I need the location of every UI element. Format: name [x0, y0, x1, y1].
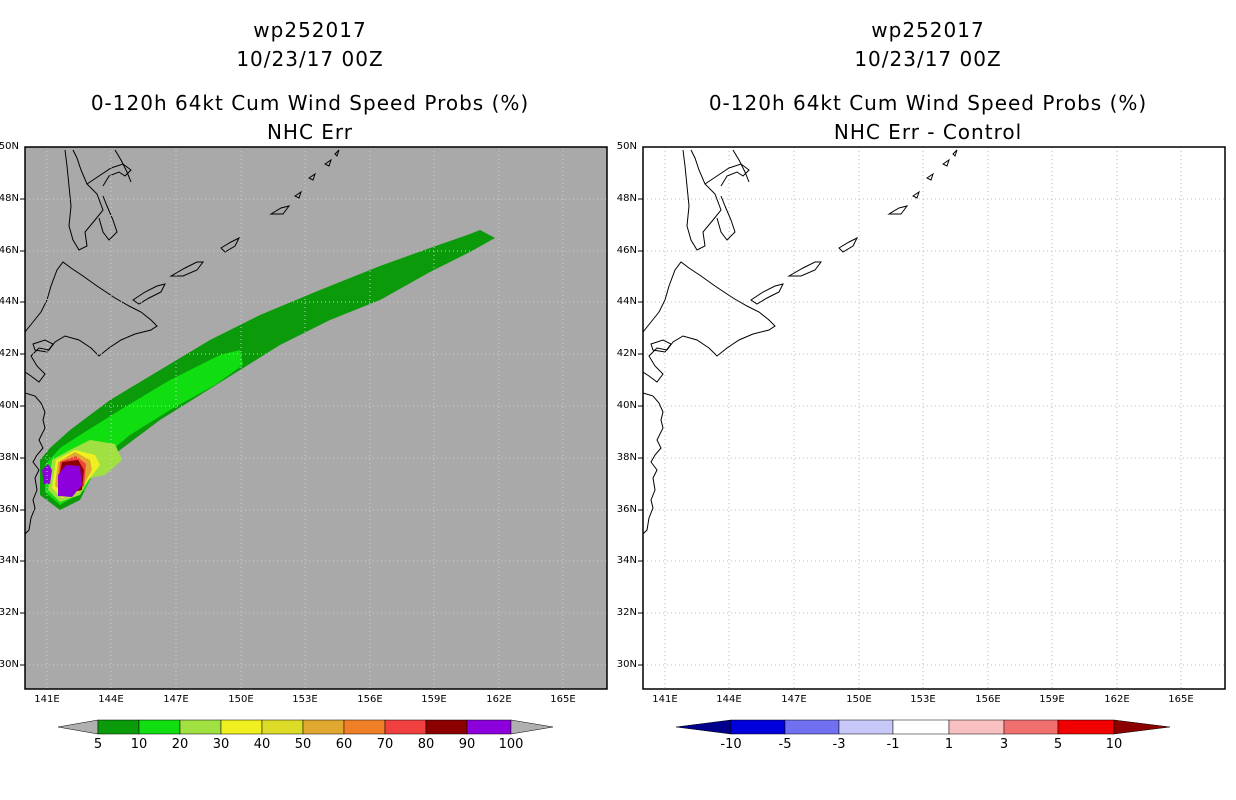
- right-colorbar-swatch: [948, 719, 1005, 735]
- left-colorbar-swatch: [138, 719, 181, 735]
- lon-label: 144E: [98, 694, 124, 705]
- left-colorbar-swatch: [384, 719, 427, 735]
- right-colorbar-label: 1: [944, 737, 954, 752]
- right-colorbar-label: 3: [999, 737, 1009, 752]
- left-title-storm-id: wp252017: [253, 18, 367, 42]
- lon-label: 153E: [292, 694, 318, 705]
- left-colorbar-label: 70: [376, 737, 394, 752]
- left-colorbar-label: 20: [171, 737, 189, 752]
- lon-label: 147E: [163, 694, 189, 705]
- left-colorbar-swatch: [179, 719, 222, 735]
- right-colorbar-label: 10: [1105, 737, 1123, 752]
- lon-label: 150E: [228, 694, 254, 705]
- left-colorbar-label: 80: [417, 737, 435, 752]
- lon-label: 147E: [781, 694, 807, 705]
- lat-label: 30N: [0, 659, 19, 670]
- right-colorbar-swatch: [838, 719, 894, 735]
- lon-label: 162E: [1104, 694, 1130, 705]
- lat-label: 48N: [0, 193, 19, 204]
- lon-label: 141E: [34, 694, 60, 705]
- lat-label: 46N: [0, 245, 19, 256]
- lon-label: 156E: [975, 694, 1001, 705]
- lat-label: 42N: [0, 348, 19, 359]
- lat-label: 32N: [0, 607, 19, 618]
- lon-label: 159E: [421, 694, 447, 705]
- lat-label: 46N: [616, 245, 637, 256]
- left-colorbar-label: 10: [130, 737, 148, 752]
- right-map-background: [643, 147, 1225, 689]
- right-colorbar-label: -3: [832, 737, 846, 752]
- lon-label: 150E: [846, 694, 872, 705]
- right-colorbar-swatch: [730, 719, 786, 735]
- lat-label: 50N: [0, 141, 19, 152]
- lat-label: 38N: [0, 452, 19, 463]
- left-colorbar-swatch: [220, 719, 263, 735]
- right-title-subtitle: NHC Err - Control: [833, 120, 1023, 144]
- left-colorbar-label: 30: [212, 737, 230, 752]
- left-colorbar-swatch: [97, 719, 140, 735]
- lat-label: 44N: [616, 296, 637, 307]
- left-colorbar-swatch: [302, 719, 345, 735]
- left-colorbar-label: 5: [93, 737, 103, 752]
- left-colorbar-label: 60: [335, 737, 353, 752]
- lat-label: 40N: [616, 400, 637, 411]
- lon-label: 156E: [357, 694, 383, 705]
- lat-label: 44N: [0, 296, 19, 307]
- left-colorbar-high-arrow: [510, 719, 554, 735]
- right-colorbar-swatch: [1003, 719, 1059, 735]
- right-colorbar-swatch: [1057, 719, 1115, 735]
- right-map-frame: [642, 146, 1226, 690]
- lat-label: 42N: [616, 348, 637, 359]
- right-colorbar-swatch: [892, 719, 950, 735]
- right-title-storm-id: wp252017: [871, 18, 985, 42]
- lat-label: 38N: [616, 452, 637, 463]
- lat-label: 36N: [616, 504, 637, 515]
- left-colorbar-swatch: [466, 719, 512, 735]
- right-colorbar-label: 5: [1053, 737, 1063, 752]
- right-colorbar-high-arrow: [1113, 719, 1171, 735]
- left-colorbar-label: 100: [498, 737, 524, 752]
- left-map-frame: [24, 146, 608, 690]
- left-colorbar-low-arrow: [57, 719, 99, 735]
- right-colorbar-swatch: [784, 719, 840, 735]
- axis-ticks: [20, 198, 643, 666]
- left-colorbar-label: 50: [294, 737, 312, 752]
- left-title-product: 0-120h 64kt Cum Wind Speed Probs (%): [90, 91, 530, 115]
- lat-label: 30N: [616, 659, 637, 670]
- left-colorbar-swatch: [261, 719, 304, 735]
- lon-label: 153E: [910, 694, 936, 705]
- lon-label: 165E: [1168, 694, 1194, 705]
- lat-label: 34N: [0, 555, 19, 566]
- left-colorbar-swatch: [343, 719, 386, 735]
- left-colorbar: [57, 719, 554, 735]
- lat-label: 36N: [0, 504, 19, 515]
- lon-label: 159E: [1039, 694, 1065, 705]
- right-colorbar-low-arrow: [675, 719, 732, 735]
- right-colorbar-label: -10: [720, 737, 742, 752]
- lon-label: 141E: [652, 694, 678, 705]
- lat-label: 32N: [616, 607, 637, 618]
- right-title-product: 0-120h 64kt Cum Wind Speed Probs (%): [708, 91, 1148, 115]
- left-colorbar-label: 40: [253, 737, 271, 752]
- right-colorbar-label: -5: [778, 737, 792, 752]
- lon-label: 165E: [550, 694, 576, 705]
- right-difference-field: [643, 147, 1225, 689]
- lat-label: 50N: [616, 141, 637, 152]
- lat-label: 48N: [616, 193, 637, 204]
- right-colorbar-label: -1: [886, 737, 900, 752]
- right-title-date: 10/23/17 00Z: [854, 47, 1002, 71]
- left-title-date: 10/23/17 00Z: [236, 47, 384, 71]
- lat-label: 40N: [0, 400, 19, 411]
- left-title-subtitle: NHC Err: [266, 120, 354, 144]
- right-colorbar: [675, 719, 1171, 735]
- left-colorbar-label: 90: [458, 737, 476, 752]
- lon-label: 144E: [716, 694, 742, 705]
- left-probability-swath: [25, 147, 607, 689]
- lon-label: 162E: [486, 694, 512, 705]
- left-colorbar-swatch: [425, 719, 468, 735]
- lat-label: 34N: [616, 555, 637, 566]
